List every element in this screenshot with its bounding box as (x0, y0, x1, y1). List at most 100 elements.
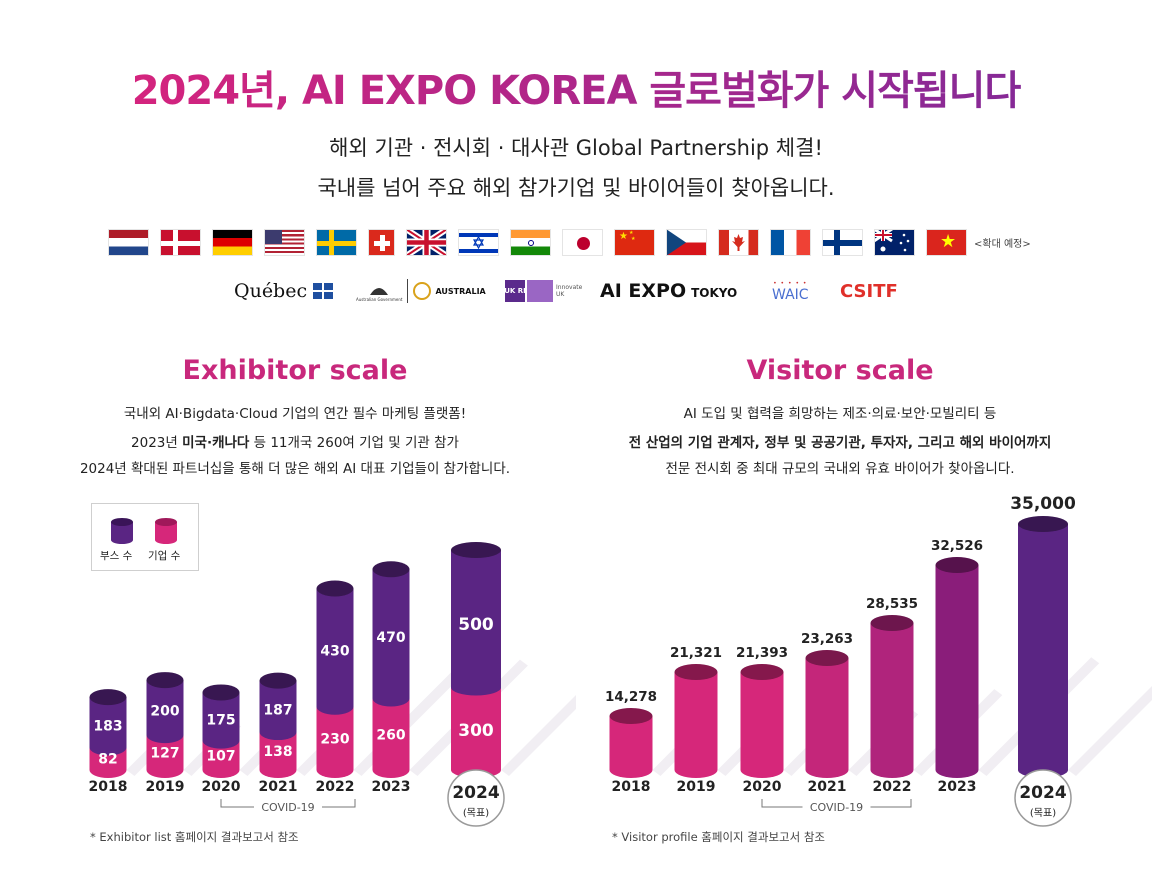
target-year-circle (1014, 769, 1072, 827)
booth-value-2023: 470 (376, 630, 405, 646)
visitor-bar-top-2022 (870, 615, 914, 631)
czech-flag (666, 228, 707, 256)
company-value-2020: 107 (206, 748, 235, 764)
company-bar-2022 (316, 706, 354, 778)
india-flag (510, 228, 551, 256)
visitor-desc-line3: 전문 전시회 중 최대 규모의 국내외 유효 바이어가 찾아옵니다. (665, 461, 1015, 477)
partner-logo-row: Québec Australian Government AUSTRALIA U… (0, 274, 1152, 308)
company-bar-2018 (89, 747, 127, 778)
booth-bar-top-2024 (451, 542, 501, 558)
netherlands-flag (108, 228, 149, 256)
exhibitor-footnote: * Exhibitor list 홈페이지 결과보고서 참조 (90, 830, 299, 844)
visitor-bar-2018 (609, 716, 653, 778)
visitor-bar-top-2021 (805, 650, 849, 666)
legend-booth-label: 부스 수 (100, 550, 133, 562)
exhibitor-scale-title: Exhibitor scale (182, 355, 408, 386)
company-value-2023: 260 (376, 727, 405, 743)
booth-bar-2020 (202, 692, 240, 749)
covid-label-bg (254, 799, 322, 815)
company-bar-2020 (202, 740, 240, 778)
company-bar-2024 (451, 687, 501, 778)
subtitle-partnership: 해외 기관 · 전시회 · 대사관 Global Partnership 체결! (329, 136, 823, 160)
year-label-2018: 2018 (89, 779, 128, 795)
france-flag (770, 228, 811, 256)
exhibitor-legend: 부스 수 기업 수 (91, 503, 199, 571)
switzerland-flag (368, 228, 395, 256)
visitor-value-2024: 35,000 (1010, 494, 1076, 514)
booth-value-2022: 430 (320, 644, 349, 660)
booth-value-2018: 183 (93, 718, 122, 734)
company-bar-2021 (259, 732, 297, 778)
covid-label-bg (802, 799, 871, 815)
legend-company-label: 기업 수 (148, 550, 181, 562)
visitor-value-2021: 23,263 (801, 631, 853, 647)
covid-label: COVID-19 (810, 801, 863, 814)
company-value-2018: 82 (98, 752, 117, 768)
year-label-2019: 2019 (677, 779, 716, 795)
ai-expo-label: AI EXPO (600, 280, 687, 302)
visitor-bar-top-2020 (740, 664, 784, 680)
canada-flag (718, 228, 759, 256)
exhibitor-desc-line1: 국내외 AI·Bigdata·Cloud 기업의 연간 필수 마케팅 플랫폼! (123, 406, 467, 422)
japan-flag (562, 228, 603, 256)
exhibitor-chart: 82 183 127 200 107 175 138 187 230 430 260 470 300 50… (89, 542, 576, 827)
vietnam-flag: ★ (926, 228, 967, 256)
bar-shadow (1068, 686, 1152, 776)
booth-value-2019: 200 (150, 704, 179, 720)
visitor-desc-line2: 전 산업의 기업 관계자, 정부 및 공공기관, 투자자, 그리고 해외 바이어… (628, 435, 1052, 451)
coat-of-arms-icon (370, 287, 389, 295)
booth-value-2024: 500 (458, 615, 494, 635)
ukri-icon: UK RI (504, 280, 526, 302)
waic-logo: • • • • • WAIC (772, 279, 809, 303)
ai-expo-tokyo-logo: AI EXPO TOKYO (600, 274, 737, 308)
company-value-2021: 138 (263, 744, 292, 760)
visitor-footnote: * Visitor profile 홈페이지 결과보고서 참조 (612, 830, 826, 844)
finland-flag (822, 228, 863, 256)
booth-bar-2022 (316, 588, 354, 715)
visitor-bar-top-2024 (1018, 516, 1068, 532)
year-label-2021: 2021 (259, 779, 298, 795)
booth-bar-top-2019 (146, 672, 184, 689)
year-label-2023: 2023 (938, 779, 977, 795)
booth-value-2020: 175 (206, 713, 235, 729)
quebec-wordmark: Québec (234, 280, 308, 302)
germany-flag (212, 228, 253, 256)
booth-bar-top-2020 (202, 684, 240, 701)
year-label-2022: 2022 (873, 779, 912, 795)
visitor-scale-title: Visitor scale (746, 355, 934, 386)
quebec-logo: Québec (234, 274, 334, 308)
page-title: 2024년, AI EXPO KOREA 글로벌화가 시작됩니다 (0, 58, 1152, 116)
visitor-bar-2021 (805, 658, 849, 778)
subtitle-buyers: 국내를 넘어 주요 해외 참가기업 및 바이어들이 찾아옵니다. (317, 176, 835, 200)
visitor-desc-line1: AI 도입 및 협력을 희망하는 제조·의료·보안·모빌리티 등 (683, 406, 997, 422)
visitor-bar-top-2019 (674, 664, 718, 680)
visitor-value-2018: 14,278 (605, 689, 657, 705)
australian-government-logo: Australian Government AUSTRALIA (356, 274, 486, 308)
innovate-uk-label: Innovate UK (556, 284, 583, 298)
australian-government-label: Australian Government (356, 296, 403, 302)
year-label-2022: 2022 (316, 779, 355, 795)
booth-bar-2021 (259, 680, 297, 741)
visitor-bar-top-2018 (609, 708, 653, 724)
year-label-2024: 2024 (452, 783, 499, 803)
uk-flag (406, 228, 447, 256)
sweden-flag (316, 228, 357, 256)
flag-note: <확대 예정> (974, 238, 1031, 250)
year-label-2023: 2023 (372, 779, 411, 795)
company-value-2022: 230 (320, 731, 349, 747)
company-bar-2019 (146, 735, 184, 778)
exhibitor-desc-line2: 2023년 미국·캐나다 등 11개국 260여 기업 및 기관 참가 (131, 435, 459, 451)
csitf-logo: CSITF (840, 274, 898, 308)
year-label-2020: 2020 (202, 779, 241, 795)
flag-row: ★ ★ ★ ★ <확대 예정> (108, 228, 1031, 256)
booth-bar-top-2021 (259, 672, 297, 689)
australia-label: AUSTRALIA (435, 286, 486, 296)
visitor-chart: 14,278 21,321 21,393 23,263 28,535 32,526 35,0… (605, 494, 1152, 827)
israel-flag (458, 228, 499, 256)
bar-shadow (501, 695, 576, 776)
company-value-2019: 127 (150, 746, 179, 762)
usa-flag (264, 228, 305, 256)
target-note: (목표) (1030, 807, 1056, 819)
company-bar-2023 (372, 698, 410, 778)
visitor-value-2020: 21,393 (736, 645, 788, 661)
